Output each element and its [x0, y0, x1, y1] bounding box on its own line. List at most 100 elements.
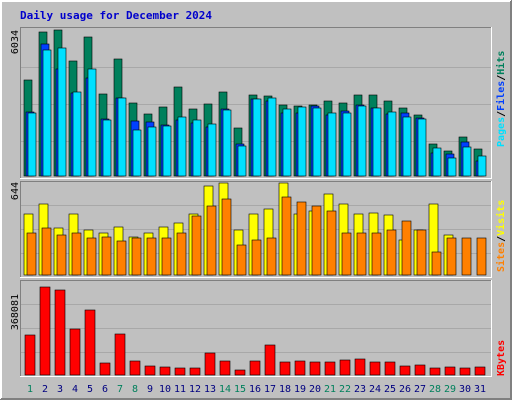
sites-bar: [221, 198, 232, 276]
kbytes-bar: [309, 361, 321, 376]
pages-bar: [447, 157, 457, 177]
kbytes-bar: [234, 369, 246, 376]
pages-bar: [297, 106, 307, 177]
pages-bar: [192, 119, 202, 177]
kbytes-bar: [474, 366, 486, 376]
sites-bar: [296, 201, 307, 276]
sites-bar: [371, 232, 382, 276]
day-label: 18: [279, 384, 291, 395]
kbytes-bar: [459, 367, 471, 376]
bars-visits-sites: [23, 182, 487, 276]
sites-bar: [161, 237, 172, 276]
day-label: 14: [219, 384, 231, 395]
pages-bar: [237, 145, 247, 177]
pages-bar: [102, 119, 112, 177]
sites-bar: [176, 232, 187, 276]
sites-bar: [281, 196, 292, 276]
pages-bar: [432, 147, 442, 177]
day-label: 9: [147, 384, 153, 395]
pages-bar: [27, 112, 37, 177]
day-label: 7: [117, 384, 123, 395]
pages-bar: [147, 126, 157, 177]
sites-bar: [236, 244, 247, 276]
bars-kbytes: [24, 286, 486, 376]
pages-bar: [42, 49, 52, 177]
sites-bar: [386, 229, 397, 276]
sites-bar: [191, 215, 202, 276]
pages-bar: [252, 98, 262, 177]
day-label: 19: [294, 384, 306, 395]
ymax-label-top: 6034: [10, 30, 21, 54]
kbytes-bar: [219, 360, 231, 376]
legend-sep-2: /: [496, 75, 507, 81]
day-label: 22: [339, 384, 351, 395]
sites-bar: [71, 232, 82, 276]
pages-bar: [132, 129, 142, 177]
pages-bar: [357, 105, 367, 177]
sites-bar: [206, 205, 217, 276]
pages-bar: [387, 111, 397, 177]
sites-bar: [401, 220, 412, 276]
day-label: 3: [57, 384, 63, 395]
kbytes-bar: [99, 362, 111, 376]
day-label: 5: [87, 384, 93, 395]
pages-bar: [282, 108, 292, 177]
pages-bar: [72, 91, 82, 177]
pages-bar: [417, 118, 427, 177]
pages-bar: [117, 97, 127, 177]
sites-bar: [41, 227, 52, 276]
day-label: 25: [384, 384, 396, 395]
day-label: 11: [174, 384, 186, 395]
sites-bar: [311, 205, 322, 276]
ymax-label-middle: 644: [10, 182, 21, 200]
kbytes-bar: [24, 334, 36, 376]
day-label: 29: [444, 384, 456, 395]
pages-bar: [477, 155, 487, 177]
sites-bar: [116, 240, 127, 276]
pages-bar: [312, 107, 322, 177]
kbytes-bar: [339, 359, 351, 376]
ymax-label-bottom: 368081: [10, 294, 21, 330]
kbytes-bar: [129, 360, 141, 376]
pages-bar: [57, 47, 67, 177]
kbytes-bar: [429, 367, 441, 376]
day-label: 2: [42, 384, 48, 395]
sites-bar: [326, 210, 337, 276]
pages-bar: [342, 112, 352, 177]
day-label: 31: [474, 384, 486, 395]
day-label: 28: [429, 384, 441, 395]
legend-files: Files: [495, 81, 507, 111]
day-label: 6: [102, 384, 108, 395]
kbytes-bar: [249, 360, 261, 376]
legend-sep-1: /: [496, 111, 507, 117]
legend-kbytes: KBytes: [496, 340, 507, 376]
sites-bar: [446, 237, 457, 276]
legend-top: Pages/Files/Hits: [495, 51, 507, 147]
day-label: 20: [309, 384, 321, 395]
day-label: 13: [204, 384, 216, 395]
kbytes-bar: [84, 309, 96, 376]
kbytes-bar: [354, 358, 366, 376]
sites-bar: [86, 237, 97, 276]
day-label: 21: [324, 384, 336, 395]
day-label: 4: [72, 384, 78, 395]
kbytes-bar: [159, 366, 171, 376]
day-label: 26: [399, 384, 411, 395]
pages-bar: [87, 68, 97, 177]
day-label: 1: [27, 384, 33, 395]
day-label: 24: [369, 384, 381, 395]
sites-bar: [131, 237, 142, 276]
sites-bar: [476, 237, 487, 276]
pages-bar: [402, 116, 412, 177]
legend-sep-3: /: [496, 236, 507, 242]
day-label: 30: [459, 384, 471, 395]
pages-bar: [207, 123, 217, 177]
pages-bar: [327, 112, 337, 177]
sites-bar: [341, 232, 352, 276]
day-label: 8: [132, 384, 138, 395]
pages-bar: [372, 107, 382, 177]
day-label: 27: [414, 384, 426, 395]
kbytes-bar: [39, 286, 51, 376]
kbytes-bar: [204, 352, 216, 376]
